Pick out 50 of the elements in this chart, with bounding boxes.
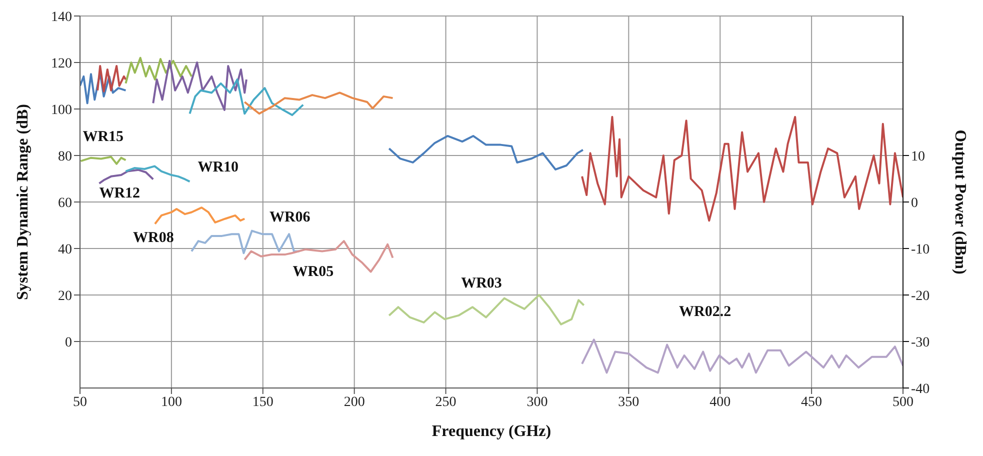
series-label: WR10 <box>198 160 239 176</box>
y-tick-label: 20 <box>58 288 72 304</box>
line-series <box>80 156 127 165</box>
x-axis-title: Frequency (GHz) <box>432 423 552 440</box>
x-tick-label: 200 <box>344 394 365 410</box>
series-label: WR12 <box>99 185 140 202</box>
y-axis-title: System Dynamic Range (dB) <box>14 104 32 300</box>
x-tick-label: 450 <box>801 394 822 410</box>
y-tick-label: 0 <box>65 335 72 350</box>
series-label: WR08 <box>132 230 174 246</box>
series-label: WR02.2 <box>679 304 732 320</box>
y2-tick-label: -20 <box>911 288 930 304</box>
x-tick-label: 50 <box>73 394 87 410</box>
series-label: WR03 <box>461 275 502 292</box>
line-series <box>190 230 300 254</box>
line-series <box>98 168 154 184</box>
y-tick-label: 60 <box>58 196 72 211</box>
line-series <box>96 64 127 92</box>
x-tick-label: 100 <box>160 394 182 410</box>
y2-tick-label: -40 <box>911 382 930 397</box>
line-series <box>80 72 127 104</box>
y-tick-label: 120 <box>51 56 72 72</box>
series-label: WR15 <box>82 129 124 146</box>
y-tick-label: 140 <box>51 10 72 25</box>
y2-tick-label: -10 <box>911 242 930 258</box>
y2-tick-label: 0 <box>911 196 918 211</box>
y2-tick-label: 10 <box>911 149 925 164</box>
y-tick-label: 100 <box>51 102 72 118</box>
line-series <box>388 294 585 326</box>
line-series <box>188 78 304 116</box>
line-series <box>124 165 191 183</box>
x-tick-label: 300 <box>526 394 548 410</box>
line-series <box>154 206 246 225</box>
y-tick-label: 80 <box>58 149 72 164</box>
x-tick-label: 350 <box>618 394 640 410</box>
x-tick-label: 500 <box>892 394 914 410</box>
x-tick-label: 150 <box>252 394 274 410</box>
series-label: WR06 <box>269 209 311 226</box>
y2-tick-label: -30 <box>911 335 930 350</box>
x-tick-label: 250 <box>435 394 456 410</box>
x-tick-label: 400 <box>710 394 731 410</box>
line-series <box>244 92 394 115</box>
line-series <box>581 116 903 222</box>
line-series <box>152 60 248 111</box>
line-series <box>388 134 584 170</box>
line-series <box>581 338 903 374</box>
line-series <box>124 56 193 84</box>
series-label: WR05 <box>292 264 334 280</box>
y2-axis-title: Output Power (dBm) <box>951 130 968 274</box>
y-tick-label: 40 <box>58 242 72 258</box>
